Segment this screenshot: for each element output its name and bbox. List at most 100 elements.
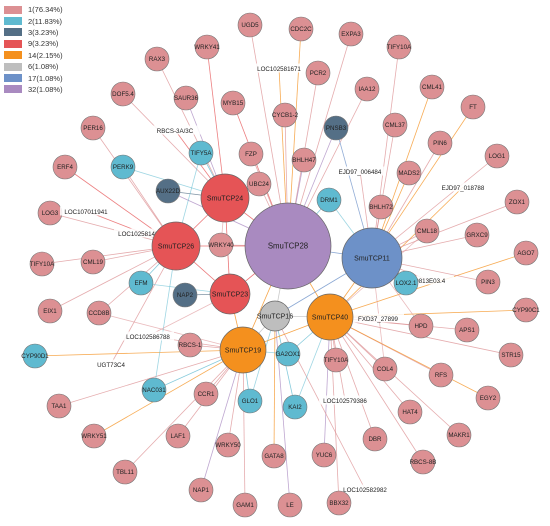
gene-node-per16[interactable]: PER16 [80, 115, 106, 141]
gene-node-log3[interactable]: LOG3 [37, 200, 63, 226]
hub-node-smutcp19[interactable]: SmuTCP19 [219, 326, 267, 374]
gene-node-ugt73c4[interactable]: UGT73C4 [85, 359, 137, 370]
gene-node-kai2[interactable]: KAI2 [282, 394, 308, 420]
gene-node-rbcs-8b[interactable]: RBCS-8B [410, 449, 437, 475]
gene-node-bbx32[interactable]: BBX32 [326, 490, 352, 516]
gene-node-tify5a[interactable]: TIFY5A [188, 140, 214, 166]
gene-node-dbr[interactable]: DBR [362, 426, 388, 452]
gene-node-wrky41[interactable]: WRKY41 [194, 34, 220, 60]
gene-node-rbcs-1[interactable]: RBCS-1 [177, 332, 203, 358]
gene-node-cml37[interactable]: CML37 [382, 112, 408, 138]
gene-node-iaa12[interactable]: IAA12 [354, 76, 380, 102]
legend-label: 3(3.23%) [28, 27, 59, 37]
gene-node-mads2[interactable]: MADS2 [396, 160, 422, 186]
gene-node-aps1[interactable]: APS1 [454, 317, 480, 343]
gene-node-ubc24[interactable]: UBC24 [246, 171, 272, 197]
gene-node-efm[interactable]: EFM [128, 270, 154, 296]
gene-node-eix1[interactable]: EIX1 [37, 298, 63, 324]
gene-node-laf1[interactable]: LAF1 [165, 423, 191, 449]
gene-node-rbcs-3a-3c[interactable]: RBCS-3A/3C [149, 125, 201, 136]
gene-node-ga2ox1[interactable]: GA2OX1 [276, 341, 301, 367]
gene-node-hat4[interactable]: HAT4 [397, 399, 423, 425]
gene-node-cml18[interactable]: CML18 [414, 218, 440, 244]
gene-node-nap2[interactable]: NAP2 [172, 282, 198, 308]
gene-node-myb15[interactable]: MYB15 [220, 90, 246, 116]
gene-node-pin6[interactable]: PIN6 [427, 130, 453, 156]
gene-node-ejd97-018788[interactable]: EJD97_018788 [437, 182, 489, 193]
hub-node-smutcp26[interactable]: SmuTCP26 [151, 221, 201, 271]
gene-node-tbl11[interactable]: TBL11 [112, 459, 138, 485]
gene-node-hpd[interactable]: HPD [408, 313, 434, 339]
gene-node-erf4[interactable]: ERF4 [52, 154, 78, 180]
gene-node-loc102582982[interactable]: LOC102582982 [339, 484, 391, 495]
gene-node-cycb1-2[interactable]: CYCB1-2 [272, 102, 299, 128]
gene-node-ago7[interactable]: AGO7 [513, 240, 539, 266]
gene-node-fxd37-27899[interactable]: FXD37_27899 [352, 313, 404, 324]
gene-node-pnsb3[interactable]: PNSB3 [323, 115, 349, 141]
gene-node-pcr2[interactable]: PCR2 [305, 60, 331, 86]
gene-node-cml41[interactable]: CML41 [419, 74, 445, 100]
gene-node-expa3[interactable]: EXPA3 [338, 21, 364, 47]
gene-node-tify10a-1[interactable]: TIFY10A [386, 34, 412, 60]
gene-node-nap1[interactable]: NAP1 [188, 477, 214, 503]
gene-node-dof5-4[interactable]: DOF5.4 [110, 81, 136, 107]
legend-item: 32(1.08%) [4, 84, 63, 95]
gene-node-ccr1[interactable]: CCR1 [193, 381, 219, 407]
gene-node-ejd97-006484[interactable]: EJD97_006484 [334, 166, 386, 177]
gene-node-nac031[interactable]: NAC031 [141, 377, 167, 403]
gene-node-fzp[interactable]: FZP [238, 141, 264, 167]
gene-node-cdc2c[interactable]: CDC2C [288, 16, 314, 42]
gene-node-circle [396, 160, 422, 186]
gene-node-circle [208, 232, 234, 258]
gene-node-egy2[interactable]: EGY2 [475, 385, 501, 411]
hub-node-smutcp40[interactable]: SmuTCP40 [306, 293, 354, 341]
gene-node-rfs[interactable]: RFS [428, 362, 454, 388]
gene-node-circle [237, 388, 263, 414]
gene-node-circle [427, 130, 453, 156]
gene-node-h0813e03-4[interactable]: H0813E03.4 [402, 275, 454, 286]
gene-node-gata8[interactable]: GATA8 [261, 443, 287, 469]
gene-node-lox2-1[interactable]: LOX2.1 [393, 270, 419, 296]
gene-node-bhlh72[interactable]: BHLH72 [368, 194, 394, 220]
gene-node-zox1[interactable]: ZOX1 [504, 189, 530, 215]
gene-node-cyp90d1[interactable]: CYP90D1 [21, 343, 49, 369]
gene-node-loc107011941[interactable]: LOC107011941 [60, 206, 112, 217]
hub-node-smutcp24[interactable]: SmuTCP24 [200, 173, 250, 223]
gene-node-glo1[interactable]: GLO1 [237, 388, 263, 414]
gene-node-saur36[interactable]: SAUR36 [173, 85, 199, 111]
gene-node-taa1[interactable]: TAA1 [46, 393, 72, 419]
gene-node-loc102586788[interactable]: LOC102586788 [122, 331, 174, 342]
gene-node-col4[interactable]: COL4 [372, 356, 398, 382]
gene-node-le[interactable]: LE [277, 492, 303, 518]
gene-node-wrky51[interactable]: WRKY51 [81, 423, 107, 449]
gene-node-wrky50[interactable]: WRKY50 [215, 432, 241, 458]
gene-node-loc102581404[interactable]: LOC102581404 [114, 228, 166, 239]
gene-node-makr1[interactable]: MAKR1 [446, 422, 472, 448]
gene-node-drm1[interactable]: DRM1 [316, 187, 342, 213]
gene-node-ugd5[interactable]: UGD5 [237, 12, 263, 38]
gene-node-ccd8b[interactable]: CCD8B [86, 300, 112, 326]
hub-node-smutcp16[interactable]: SmuTCP16 [257, 300, 293, 332]
gene-node-gam1[interactable]: GAM1 [232, 492, 258, 518]
gene-node-perk9[interactable]: PERK9 [110, 154, 136, 180]
hub-node-circle [341, 227, 403, 289]
gene-node-tify10a-3[interactable]: TIFY10A [323, 347, 349, 373]
gene-node-yuc6[interactable]: YUC6 [311, 442, 337, 468]
hub-node-smutcp23[interactable]: SmuTCP23 [209, 273, 251, 315]
gene-node-pin3[interactable]: PIN3 [475, 269, 501, 295]
gene-node-cyp90c1-r[interactable]: CYP90C1 [512, 297, 540, 323]
gene-node-ft[interactable]: FT [460, 94, 486, 120]
gene-node-cml19[interactable]: CML19 [80, 249, 106, 275]
gene-node-aux22d[interactable]: AUX22D [155, 178, 181, 204]
gene-node-bhlh47[interactable]: BHLH47 [291, 147, 317, 173]
hub-node-smutcp28[interactable]: SmuTCP28 [244, 202, 332, 290]
gene-node-str15[interactable]: STR15 [498, 342, 524, 368]
gene-node-loc102581671[interactable]: LOC102581671 [253, 63, 305, 74]
gene-node-grxc9[interactable]: GRXC9 [464, 222, 490, 248]
gene-node-log1[interactable]: LOG1 [484, 143, 510, 169]
gene-node-loc102579386[interactable]: LOC102579386 [319, 395, 371, 406]
gene-node-tify10a-2[interactable]: TIFY10A [29, 251, 55, 277]
gene-node-wrky40[interactable]: WRKY40 [208, 232, 234, 258]
gene-node-rax3[interactable]: RAX3 [144, 46, 170, 72]
hub-node-smutcp11[interactable]: SmuTCP11 [341, 227, 403, 289]
